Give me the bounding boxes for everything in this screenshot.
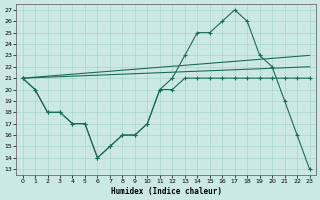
X-axis label: Humidex (Indice chaleur): Humidex (Indice chaleur)	[111, 187, 221, 196]
